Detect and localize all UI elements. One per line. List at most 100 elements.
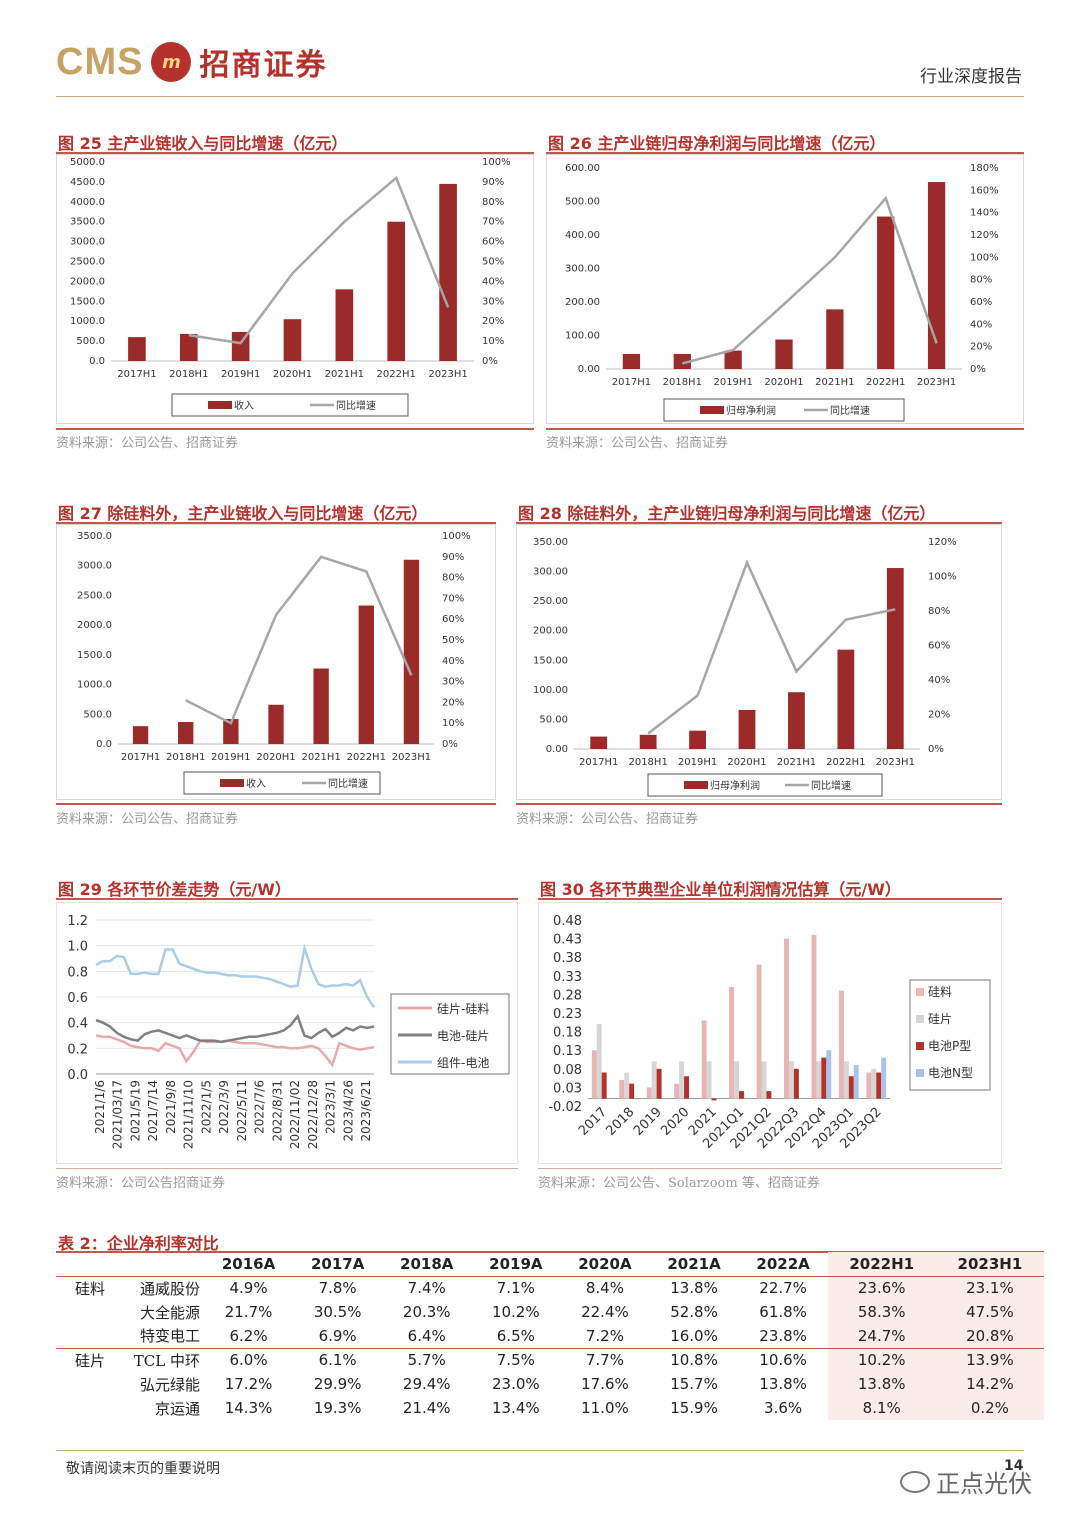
- x-tick-label: 2018H1: [166, 752, 205, 763]
- row-category: [56, 1372, 124, 1396]
- fig28-chart: 350.00 300.00 250.00 200.00 150.00 100.00 50.0…: [516, 524, 1002, 800]
- table-cell: 6.0%: [204, 1347, 294, 1372]
- fig29-source: 资料来源：公司公告招商证券: [56, 1176, 226, 1191]
- fig30-source: 资料来源：公司公告、Solarzoom 等、招商证券: [538, 1176, 820, 1191]
- bar: [706, 1061, 712, 1099]
- legend-label: 电池-硅片: [437, 1029, 489, 1043]
- row-category: 硅片: [56, 1347, 124, 1372]
- table-cell: 7.1%: [471, 1275, 561, 1300]
- y2-tick-label: 20%: [970, 342, 992, 353]
- x-tick-label: 2021H1: [301, 752, 340, 763]
- series-line: [95, 1013, 375, 1044]
- table-cell: 20.3%: [402, 1303, 451, 1321]
- bar: [128, 337, 146, 361]
- bar: [881, 1057, 887, 1099]
- header-blank: [124, 1252, 204, 1277]
- legend-label: 硅片: [928, 1012, 952, 1026]
- x-tick-label: 2021H1: [815, 377, 854, 388]
- table-cell: 14.2%: [935, 1372, 1044, 1396]
- bar: [651, 1061, 657, 1099]
- y2-tick-label: 100%: [442, 531, 471, 542]
- y-tick-label: 1500.0: [70, 296, 105, 307]
- y-tick-label: 400.00: [565, 230, 600, 241]
- y2-tick-label: 70%: [442, 593, 464, 604]
- bar: [639, 734, 657, 749]
- bar: [674, 1083, 680, 1099]
- table-cell: 29.4%: [402, 1375, 451, 1393]
- bar: [701, 1020, 707, 1099]
- fig30-title: 图 30 各环节典型企业单位利润情况估算（元/W）: [540, 880, 901, 899]
- bar: [821, 1057, 827, 1099]
- y2-tick-label: 60%: [482, 237, 504, 248]
- bar: [679, 1061, 685, 1099]
- table-header-row: 2016A 2017A 2018A 2019A 2020A 2021A 2022…: [56, 1252, 1044, 1277]
- table-cell: 15.9%: [670, 1399, 718, 1417]
- bar: [646, 1087, 652, 1099]
- table-cell: 5.7%: [382, 1347, 472, 1372]
- x-tick-label: 2017H1: [121, 752, 160, 763]
- table2-title: 表 2：企业净利率对比: [58, 1234, 219, 1253]
- table-cell: 6.4%: [407, 1326, 446, 1345]
- table-cell: 7.7%: [560, 1347, 650, 1372]
- legend-box: [390, 993, 510, 1075]
- fig26-chart: 600.00 500.00 400.00 300.00 200.00 100.00 0.00…: [546, 154, 1024, 424]
- legend-box: [647, 773, 883, 797]
- table-cell: 13.8%: [649, 1275, 739, 1300]
- bar: [756, 964, 762, 1099]
- row-category: [56, 1396, 124, 1420]
- x-tick-label: 2017H1: [117, 369, 156, 380]
- fig27-bottom-rule: [56, 803, 496, 805]
- y-tick-label: 500.00: [565, 197, 600, 208]
- bar: [403, 559, 420, 744]
- x-tick-label: 2020H1: [727, 757, 766, 768]
- legend-swatch: [916, 1042, 924, 1050]
- x-tick-label: 2023H1: [428, 369, 467, 380]
- legend-line-label: 同比增速: [336, 399, 376, 412]
- table-cell: 13.4%: [492, 1399, 540, 1417]
- x-tick-label: 2020H1: [256, 752, 295, 763]
- row-company: TCL 中环: [124, 1347, 204, 1372]
- x-tick-label: 2019H1: [211, 752, 250, 763]
- y2-tick-label: 10%: [482, 336, 504, 347]
- wechat-icon: [900, 1470, 930, 1493]
- y2-tick-label: 180%: [970, 163, 999, 174]
- bar: [866, 1072, 872, 1099]
- legend-label: 硅料: [928, 985, 952, 999]
- y2-tick-label: 90%: [482, 177, 504, 188]
- table-cell: 22.7%: [738, 1275, 828, 1300]
- series-line: [95, 943, 376, 1008]
- bar: [387, 221, 406, 361]
- table-cell: 8.4%: [560, 1275, 650, 1300]
- bar: [689, 730, 706, 749]
- y2-tick-label: 80%: [482, 197, 504, 208]
- y2-tick-label: 120%: [928, 537, 957, 548]
- y2-tick-label: 0%: [928, 744, 944, 755]
- y2-tick-label: 20%: [482, 316, 504, 327]
- table-cell: 61.8%: [759, 1303, 807, 1321]
- fig28-title-rule: [516, 522, 1002, 524]
- bar: [179, 333, 198, 361]
- x-tick-label: 2023H1: [876, 757, 915, 768]
- legend-line-label: 同比增速: [830, 404, 870, 417]
- x-tick-label: 2019: [631, 1105, 665, 1139]
- y-tick-label: 0.18: [553, 1026, 582, 1041]
- header-cell: 2023H1: [935, 1252, 1044, 1277]
- y-tick-label: 0.13: [553, 1044, 582, 1059]
- bar: [871, 1068, 877, 1099]
- legend-bar-swatch: [700, 406, 724, 414]
- watermark-text: 正点光伏: [936, 1470, 1032, 1498]
- legend-bar-label: 收入: [246, 777, 266, 790]
- bar: [734, 1061, 739, 1099]
- logo-chinese: 招商证券: [199, 48, 328, 83]
- table-cell: 17.2%: [224, 1375, 273, 1393]
- table-cell: 6.5%: [496, 1326, 535, 1345]
- chart-frame: [56, 524, 496, 800]
- x-tick-label: 2022/5/11: [235, 1080, 249, 1142]
- legend-label: 硅片-硅料: [437, 1002, 489, 1016]
- bar: [729, 986, 735, 1099]
- y2-tick-label: 0%: [442, 739, 458, 750]
- table-cell: 16.0%: [670, 1326, 718, 1345]
- fig26-title-rule: [546, 152, 1024, 154]
- x-tick-label: 2020H1: [273, 369, 312, 380]
- y2-tick-label: 30%: [482, 296, 504, 307]
